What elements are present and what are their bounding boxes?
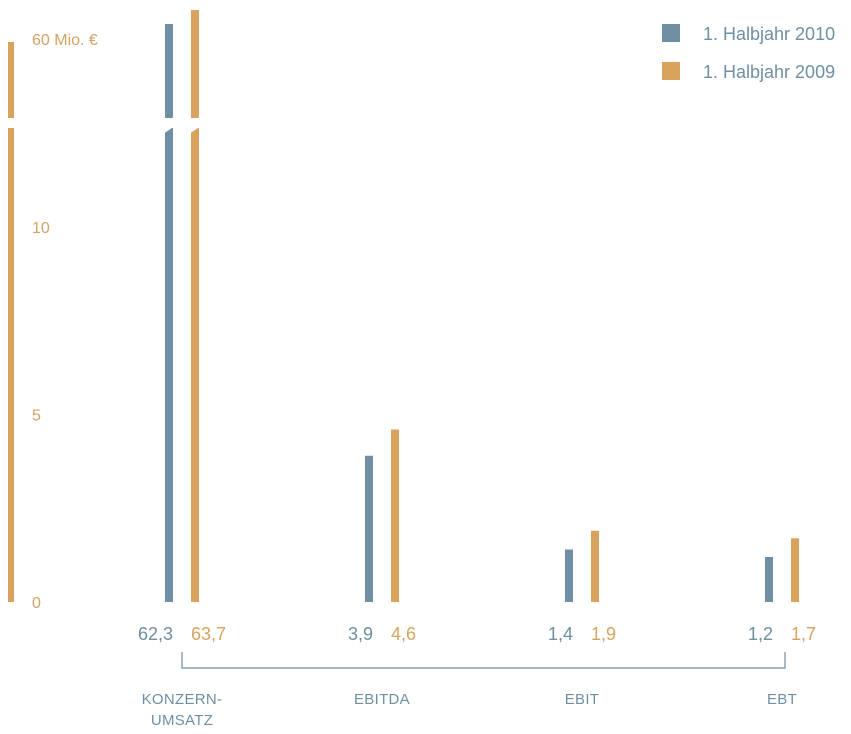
category-label: EBT	[767, 691, 797, 708]
category-label: EBIT	[565, 691, 600, 708]
y-axis	[8, 42, 14, 602]
bar-segment-lower	[165, 128, 173, 602]
value-label: 4,6	[391, 624, 416, 644]
y-tick-label: 10	[32, 220, 50, 237]
value-label: 1,9	[591, 624, 616, 644]
bar-segment-lower	[191, 128, 199, 602]
legend: 1. Halbjahr 2010 1. Halbjahr 2009	[662, 24, 835, 82]
bar-segment-upper	[191, 10, 199, 118]
bar	[365, 455, 373, 602]
legend-swatch	[662, 62, 680, 80]
bar	[791, 538, 799, 602]
value-label: 63,7	[191, 624, 226, 644]
bracket-line	[181, 652, 786, 669]
y-tick-label: 0	[32, 595, 41, 612]
bar	[565, 549, 573, 602]
category-bracket	[181, 652, 786, 669]
legend-swatch	[662, 24, 680, 42]
value-labels: 62,3 63,7 3,9 4,6 1,4 1,9 1,2 1,7	[138, 624, 816, 644]
value-label: 1,2	[748, 624, 773, 644]
y-tick-label: 5	[32, 408, 41, 425]
y-axis-line-lower	[8, 128, 14, 602]
category-label: EBITDA	[354, 691, 410, 708]
value-label: 3,9	[348, 624, 373, 644]
category-label: KONZERN-	[142, 691, 223, 708]
bars	[163, 10, 799, 602]
value-label: 62,3	[138, 624, 173, 644]
bar	[765, 557, 773, 602]
value-label: 1,7	[791, 624, 816, 644]
bar-segment-upper	[165, 24, 173, 118]
axis-break-mark	[163, 116, 175, 134]
y-axis-unit-label: 60 Mio. €	[32, 32, 98, 49]
y-tick-labels: 0 5 10 60 Mio. €	[32, 32, 98, 612]
category-label: UMSATZ	[151, 712, 213, 729]
legend-label: 1. Halbjahr 2009	[703, 62, 835, 82]
category-labels: KONZERN- UMSATZ EBITDA EBIT EBT	[142, 691, 797, 729]
value-label: 1,4	[548, 624, 573, 644]
legend-label: 1. Halbjahr 2010	[703, 24, 835, 44]
axis-break-mark	[189, 116, 201, 134]
y-axis-line-upper	[8, 42, 14, 118]
bar	[391, 429, 399, 602]
bar	[591, 530, 599, 602]
